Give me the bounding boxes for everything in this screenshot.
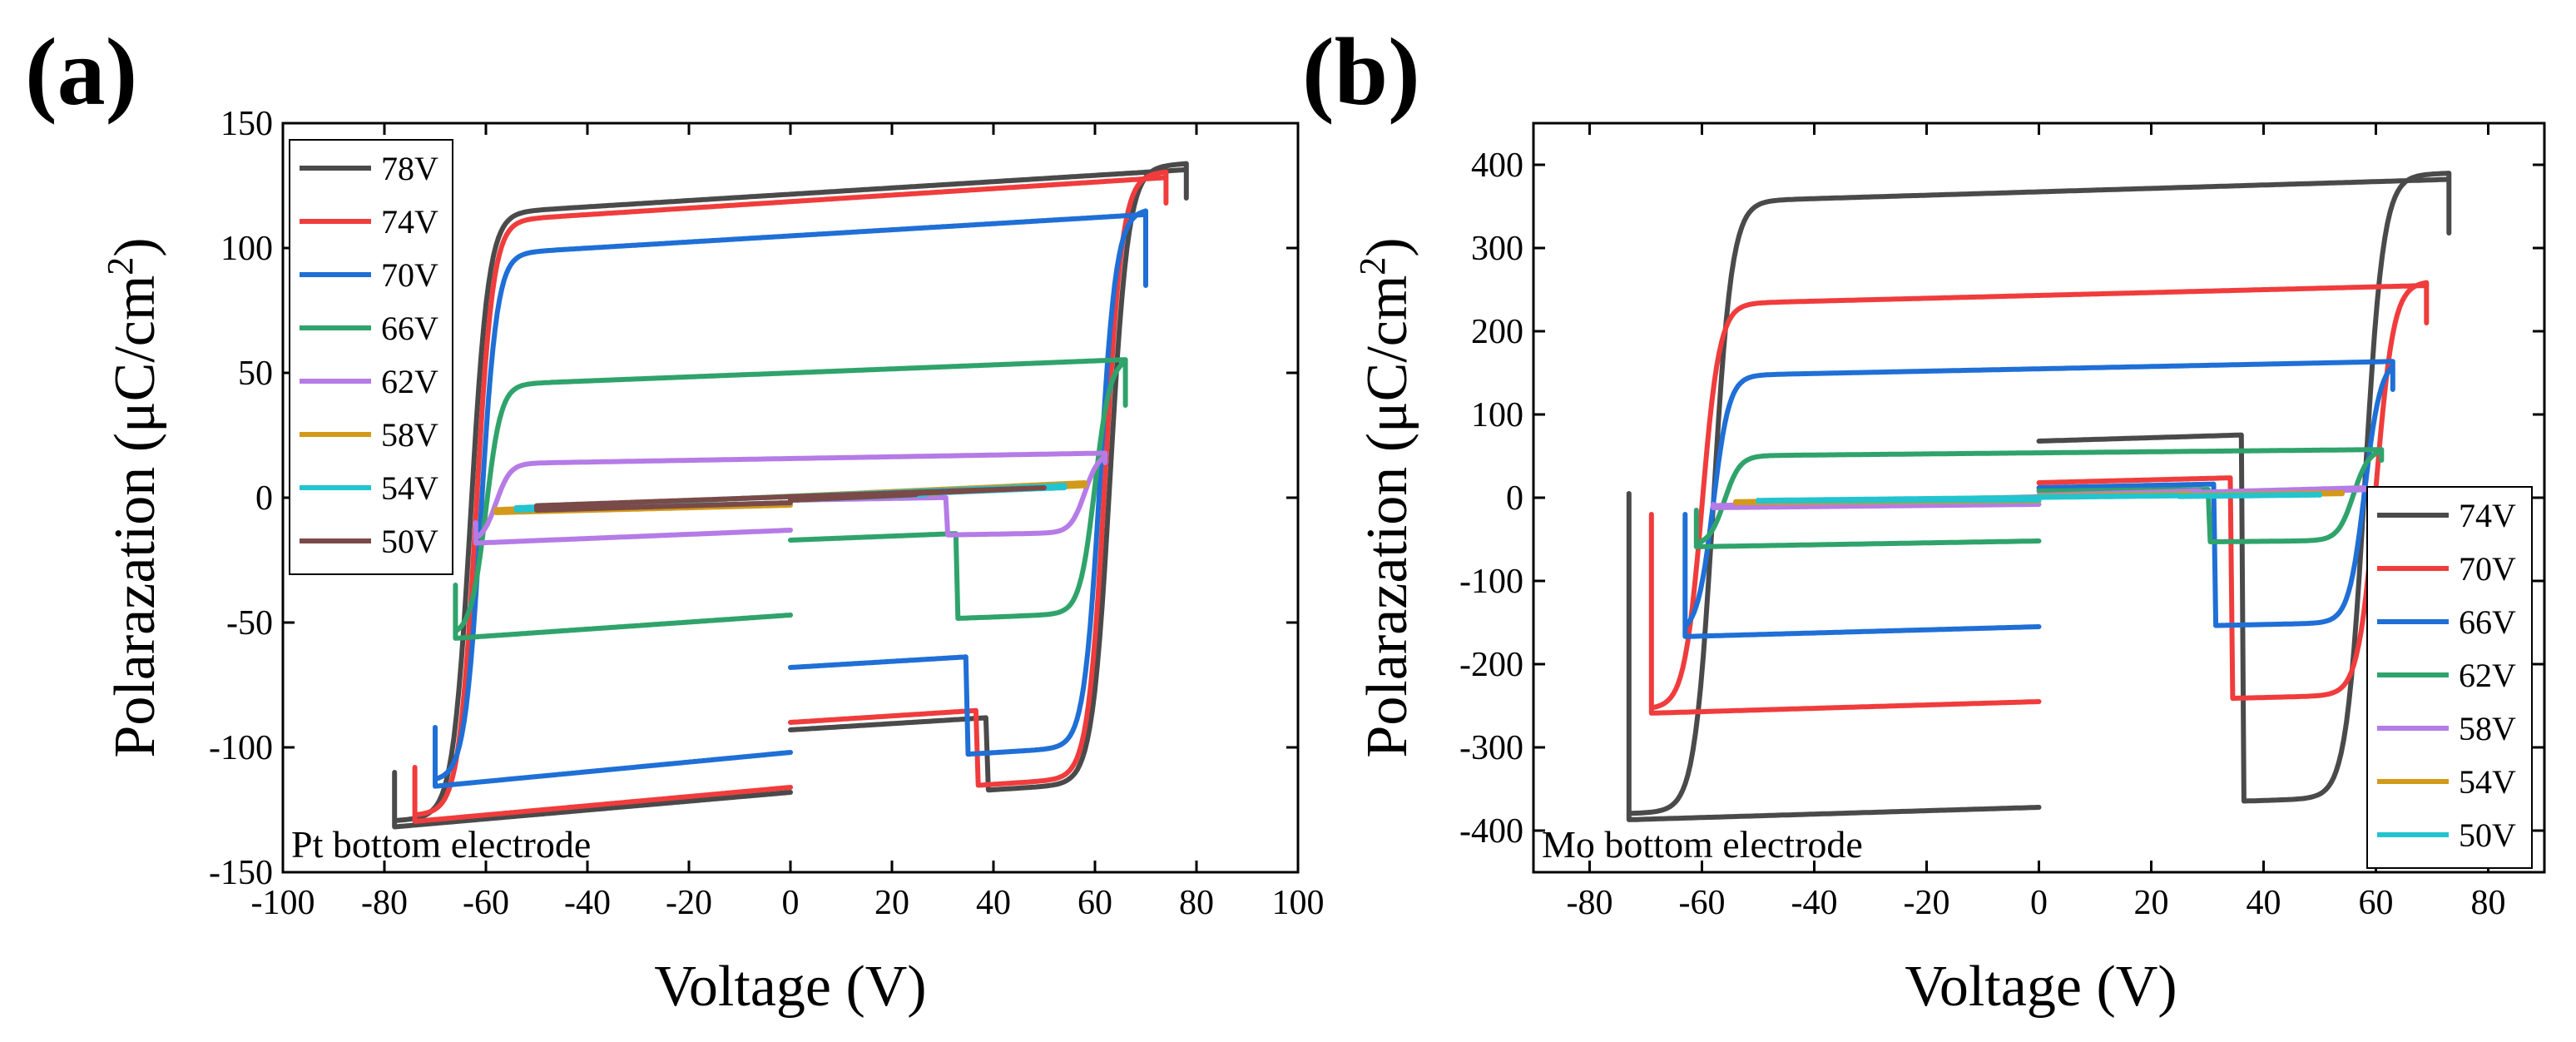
- y-tick-label: -100: [1459, 563, 1523, 601]
- panel-b-ylabel-sup: 2: [1352, 257, 1393, 275]
- legend-label-70V: 70V: [2459, 550, 2516, 588]
- panel-b-ylabel-main: Polarazation (μC/cm: [1355, 275, 1419, 758]
- legend-label-62V: 62V: [2459, 657, 2516, 694]
- y-tick-label: 0: [255, 479, 273, 518]
- panel-a-y-axis: -150 -100 -50 0 50 100 150: [209, 105, 1298, 892]
- panel-b-legend: 74V 70V 66V 62V 58V 54V 50V: [2366, 486, 2533, 869]
- series-line-50V: [534, 485, 1047, 513]
- legend-label-54V: 54V: [2459, 763, 2516, 801]
- y-tick-label: 50: [238, 355, 273, 393]
- legend-label-58V: 58V: [2459, 710, 2516, 747]
- series-line-66V: [1682, 359, 2395, 639]
- series-line-74V: [1626, 171, 2452, 822]
- x-tick-label: -20: [1904, 884, 1950, 922]
- y-tick-label: 100: [220, 230, 273, 268]
- x-tick-label: 20: [2134, 884, 2169, 922]
- series-line-66V: [453, 357, 1128, 641]
- x-tick-label: 40: [2247, 884, 2281, 922]
- x-tick-label: 20: [874, 884, 909, 922]
- panel-b-chart: (b) -80 -60 -40 -20 0 20 40 60 80 -400-300-200-1…: [1302, 19, 2546, 1019]
- panel-a-ylabel-main: Polarazation (μC/cm: [103, 275, 167, 758]
- y-tick-label: 200: [1471, 313, 1523, 351]
- x-tick-label: 100: [1272, 884, 1325, 922]
- panel-a-curves: [392, 161, 1189, 830]
- panel-b-annotation: Mo bottom electrode: [1542, 823, 1863, 866]
- y-tick-label: 150: [220, 105, 273, 143]
- legend-label-66V: 66V: [381, 310, 438, 347]
- series-line-78V: [392, 161, 1189, 830]
- y-tick-label: -50: [226, 604, 273, 643]
- y-tick-label: 400: [1471, 146, 1523, 185]
- legend-label-66V: 66V: [2459, 603, 2516, 641]
- legend-label-54V: 54V: [381, 469, 438, 507]
- series-line-70V: [1648, 280, 2430, 716]
- x-tick-label: 0: [2030, 884, 2048, 922]
- x-tick-label: 60: [1077, 884, 1112, 922]
- series-line-62V: [1693, 447, 2385, 549]
- panel-a-ylabel-sup: 2: [100, 257, 141, 275]
- legend-label-70V: 70V: [381, 256, 438, 294]
- panel-a-ylabel-end: ): [103, 237, 167, 256]
- panel-a-annotation: Pt bottom electrode: [291, 823, 591, 866]
- legend-label-74V: 74V: [2459, 497, 2516, 534]
- x-tick-label: -60: [1679, 884, 1726, 922]
- legend-label-74V: 74V: [381, 203, 438, 241]
- legend-label-62V: 62V: [381, 363, 438, 400]
- panel-a-legend: 78V 74V 70V 66V 62V 58V 54V 50V: [289, 139, 453, 575]
- panel-a-x-axis: -100 -80 -60 -40 -20 0 20 40 60 80 100: [251, 123, 1325, 922]
- legend-label-50V: 50V: [381, 523, 438, 560]
- y-tick-label: 300: [1471, 230, 1523, 268]
- panel-b-ylabel-end: ): [1355, 237, 1419, 256]
- panel-a-chart: (a) -100 -80 -60 -40 -20 0 20 40 60 80 100 -150-10…: [25, 19, 1325, 1019]
- x-tick-label: 80: [1179, 884, 1214, 922]
- legend-label-78V: 78V: [381, 150, 438, 187]
- panel-a-x-axis-title: Voltage (V): [654, 955, 926, 1019]
- x-tick-label: -20: [666, 884, 712, 922]
- series-line-50V: [1756, 492, 2322, 504]
- legend-label-50V: 50V: [2459, 816, 2516, 854]
- x-tick-label: -80: [1567, 884, 1613, 922]
- x-tick-label: -40: [564, 884, 611, 922]
- y-tick-label: -200: [1459, 646, 1523, 684]
- y-tick-label: 100: [1471, 396, 1523, 434]
- x-tick-label: 80: [2471, 884, 2506, 922]
- x-tick-label: 40: [976, 884, 1011, 922]
- legend-label-58V: 58V: [381, 416, 438, 454]
- y-tick-label: -400: [1459, 812, 1523, 851]
- x-tick-label: -80: [361, 884, 408, 922]
- panel-b-x-axis-title: Voltage (V): [1905, 955, 2177, 1019]
- y-tick-label: -100: [209, 729, 273, 767]
- x-tick-label: -60: [463, 884, 509, 922]
- panel-b-y-axis-title: Polarazation (μC/cm2): [1352, 237, 1419, 757]
- series-line-62V: [473, 450, 1108, 546]
- panel-b-y-axis: -400 -300 -200 -100 0 100 200 300 400: [1459, 146, 2544, 851]
- y-tick-label: -300: [1459, 729, 1523, 767]
- x-tick-label: -100: [251, 884, 315, 922]
- panel-b-label: (b): [1302, 19, 1420, 126]
- panel-a-legend-box: [289, 139, 453, 575]
- panel-b-x-axis: -80 -60 -40 -20 0 20 40 60 80: [1567, 123, 2506, 922]
- y-tick-label: -150: [209, 854, 273, 892]
- series-line-74V: [412, 169, 1169, 824]
- x-tick-label: 60: [2359, 884, 2394, 922]
- x-tick-label: 0: [782, 884, 800, 922]
- panel-a-label: (a): [25, 19, 137, 126]
- panel-a-y-axis-title: Polarazation (μC/cm2): [100, 237, 167, 757]
- series-line-70V: [433, 208, 1148, 789]
- y-tick-label: 0: [1506, 479, 1523, 518]
- panel-b-curves: [1626, 171, 2452, 822]
- x-tick-label: -40: [1791, 884, 1838, 922]
